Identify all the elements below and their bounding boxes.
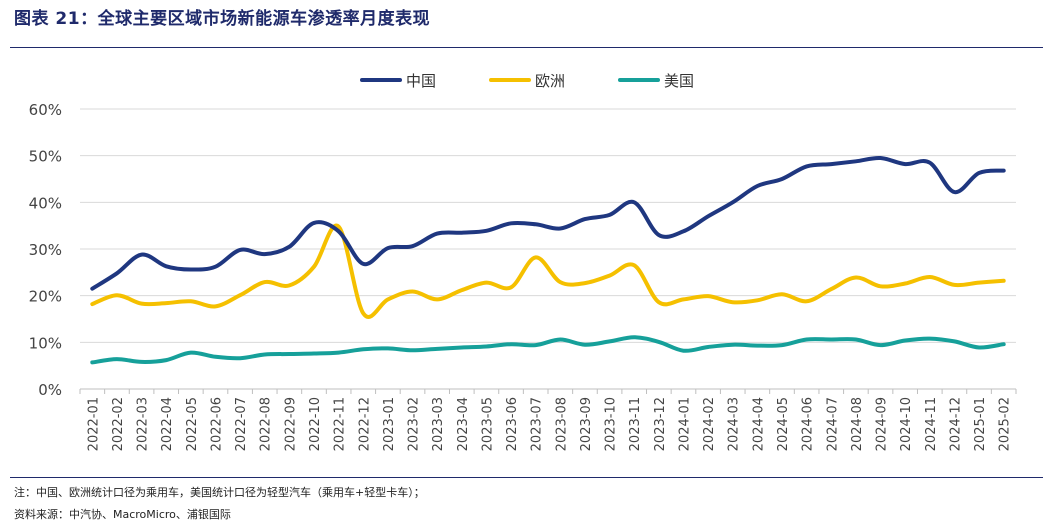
x-tick-label: 2023-12 — [653, 397, 668, 451]
x-tick-label: 2024-11 — [924, 397, 939, 451]
x-tick-label: 2023-10 — [604, 397, 619, 451]
x-tick-label: 2024-08 — [850, 397, 865, 451]
figure-label: 图表 21： — [14, 9, 98, 29]
x-tick-label: 2024-07 — [825, 397, 840, 451]
x-tick-label: 2022-05 — [185, 397, 200, 451]
y-tick-label: 60% — [29, 101, 62, 119]
x-tick-label: 2024-02 — [702, 397, 717, 451]
footer-divider — [10, 477, 1043, 478]
figure-title: 图表 21：全球主要区域市场新能源车渗透率月度表现 — [14, 4, 430, 29]
x-tick-label: 2022-10 — [308, 397, 323, 451]
x-tick-label: 2022-07 — [234, 397, 249, 451]
x-tick-label: 2023-08 — [554, 397, 569, 451]
x-tick-label: 2023-04 — [456, 397, 471, 451]
figure-title-text: 全球主要区域市场新能源车渗透率月度表现 — [97, 9, 431, 29]
x-tick-label: 2023-11 — [628, 397, 643, 451]
y-tick-label: 40% — [29, 194, 62, 212]
x-tick-label: 2022-12 — [357, 397, 372, 451]
series-line-europe — [90, 223, 1006, 319]
x-tick-label: 2024-01 — [677, 397, 692, 451]
axes: 0% 10% 20% 30% 40% 50% 60% 2022-01 2022-02 2022-0… — [29, 101, 1017, 451]
x-tick-label: 2024-10 — [899, 397, 914, 451]
x-tick-label: 2022-02 — [111, 397, 126, 451]
x-tick-label: 2023-02 — [407, 397, 422, 451]
series-lines — [90, 155, 1006, 365]
y-tick-label: 50% — [29, 148, 62, 166]
x-tick-label: 2024-04 — [751, 397, 766, 451]
series-line-usa — [90, 335, 1006, 365]
y-tick-label: 20% — [29, 288, 62, 306]
x-tick-label: 2023-05 — [480, 397, 495, 451]
x-tick-label: 2024-09 — [875, 397, 890, 451]
source-note: 资料来源：中汽协、MacroMicro、浦银国际 — [14, 508, 231, 521]
x-tick-label: 2024-03 — [727, 397, 742, 451]
x-tick-label: 2024-05 — [776, 397, 791, 451]
y-tick-label: 0% — [38, 381, 62, 399]
x-tick-label: 2022-11 — [333, 397, 348, 451]
x-tick-label: 2025-01 — [973, 397, 988, 451]
y-tick-label: 30% — [29, 241, 62, 259]
legend-label-europe: 欧洲 — [535, 72, 565, 90]
title-divider — [10, 47, 1043, 48]
x-tick-label: 2025-02 — [998, 397, 1013, 451]
x-tick-label: 2023-07 — [530, 397, 545, 451]
x-tick-label: 2023-01 — [382, 397, 397, 451]
x-tick-label: 2022-04 — [160, 397, 175, 451]
x-tick-label: 2022-09 — [283, 397, 298, 451]
footnote: 注：中国、欧洲统计口径为乘用车，美国统计口径为轻型汽车（乘用车+轻型卡车）； — [14, 486, 425, 499]
x-tick-label: 2022-01 — [86, 397, 101, 451]
x-tick-label: 2022-08 — [259, 397, 274, 451]
series-line-china — [90, 155, 1006, 291]
penetration-line-chart: 0% 10% 20% 30% 40% 50% 60% 2022-01 2022-02 2022-0… — [29, 72, 1017, 451]
x-tick-label: 2023-09 — [579, 397, 594, 451]
legend-label-usa: 美国 — [664, 72, 694, 90]
x-tick-label: 2022-06 — [209, 397, 224, 451]
x-tick-label: 2024-06 — [801, 397, 816, 451]
x-tick-label: 2023-03 — [431, 397, 446, 451]
x-tick-label: 2022-03 — [136, 397, 151, 451]
x-tick-label: 2023-06 — [505, 397, 520, 451]
legend: 中国 欧洲 美国 — [360, 72, 694, 90]
x-tick-label: 2024-12 — [948, 397, 963, 451]
y-tick-label: 10% — [29, 334, 62, 352]
legend-label-china: 中国 — [406, 72, 436, 90]
